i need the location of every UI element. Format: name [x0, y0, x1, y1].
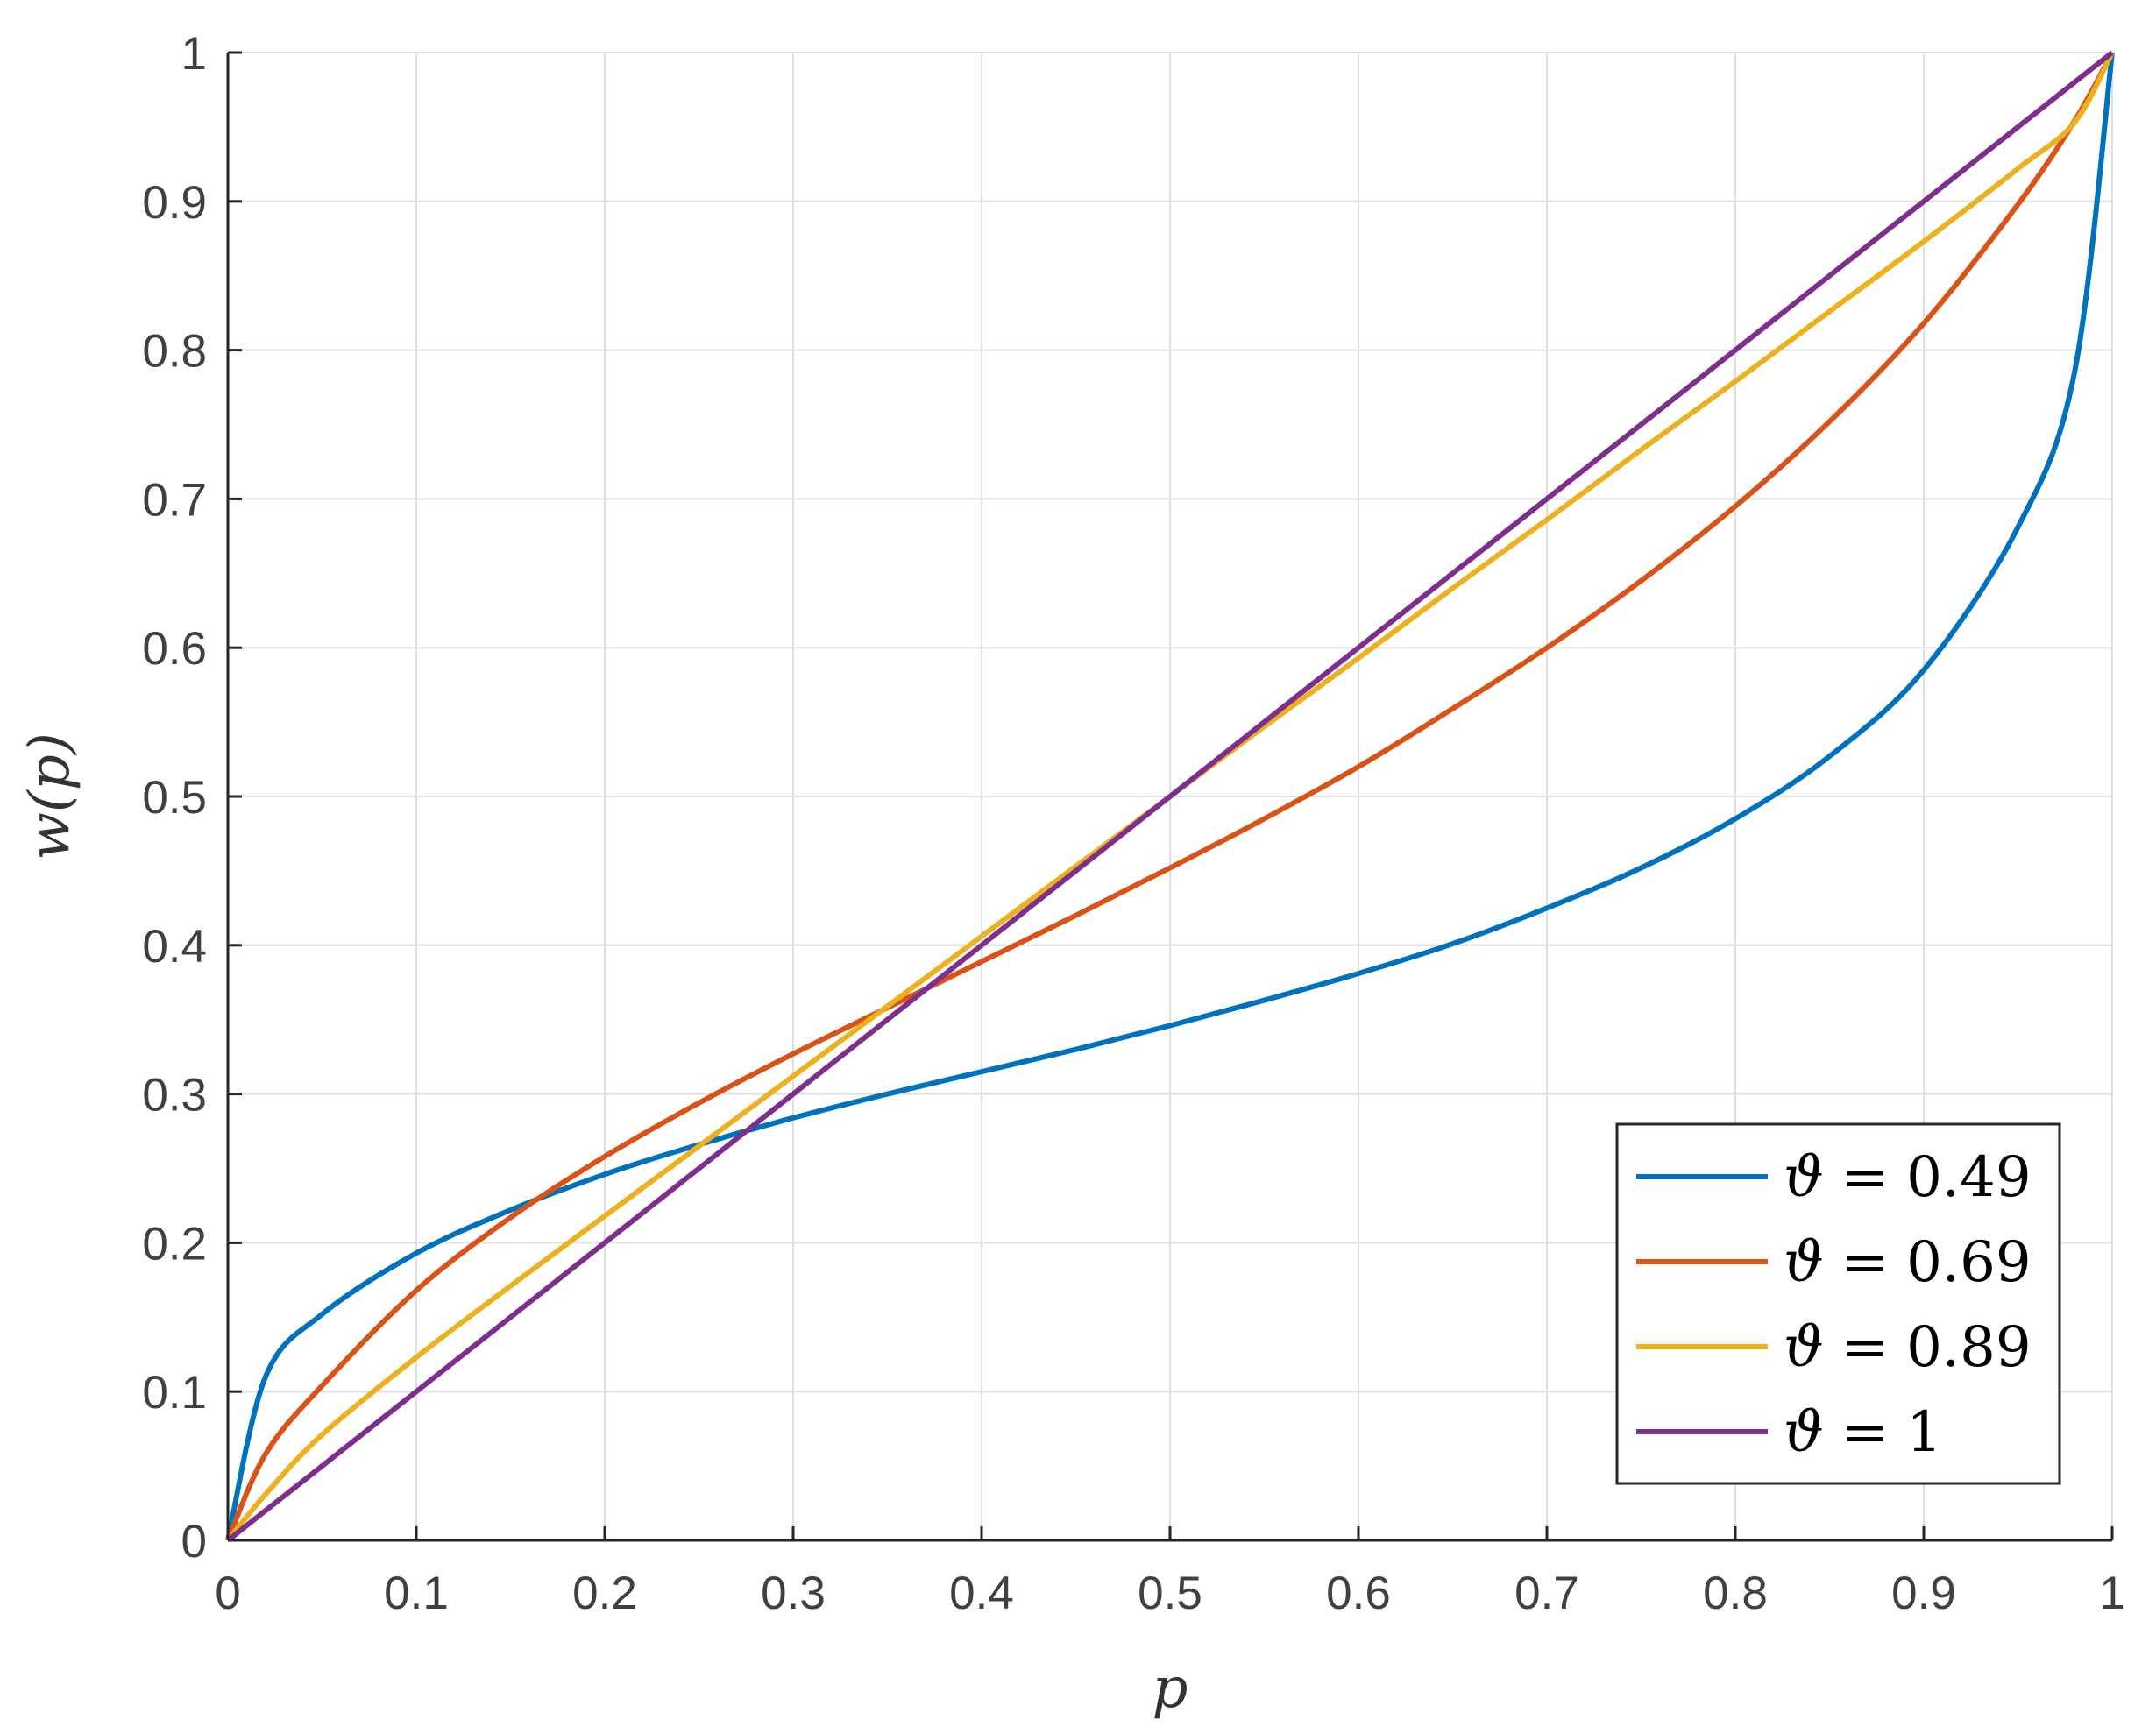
y-tick-label: 0.8: [142, 326, 207, 378]
legend-value: = 0.69: [1824, 1230, 2032, 1295]
legend-value: = 1: [1824, 1400, 1942, 1465]
legend-entry: ϑ = 0.49: [1636, 1145, 2032, 1210]
series-line-4: [226, 50, 2114, 1543]
y-tick-label: 0.3: [142, 1070, 207, 1122]
legend-entry: ϑ = 0.89: [1636, 1315, 2032, 1380]
axes: [226, 51, 2114, 1542]
series-lines: [225, 50, 2115, 1543]
legend-label: ϑ = 1: [1784, 1400, 1942, 1465]
y-axis-label: w(p): [18, 733, 82, 860]
series-line-1: [225, 52, 2115, 1541]
y-tick-label: 0.1: [142, 1367, 207, 1419]
x-tick-label: 0.7: [1514, 1568, 1579, 1619]
y-tick-label: 0.7: [142, 474, 207, 526]
series-line-2: [225, 51, 2115, 1542]
y-tick-label: 0.2: [142, 1218, 207, 1270]
legend-symbol: ϑ: [1784, 1230, 1824, 1295]
x-tick-label: 0.2: [572, 1568, 637, 1619]
legend-symbol: ϑ: [1784, 1315, 1824, 1380]
y-tick-label: 0.9: [142, 177, 207, 229]
tick-labels: 0 0.1 0.2 0.3 0.4 0.5 0.6 0.7 0.8 0.9 1 0 0.1 0.2 0.3 0…: [142, 28, 2124, 1619]
x-tick-label: 0.4: [949, 1568, 1014, 1619]
y-tick-label: 0.4: [142, 921, 207, 973]
y-tick-label: 0.6: [142, 623, 207, 675]
x-tick-label: 1: [2099, 1568, 2124, 1619]
legend-symbol: ϑ: [1784, 1400, 1824, 1465]
legend-entry: ϑ = 0.69: [1636, 1230, 2032, 1295]
legend-value: = 0.49: [1824, 1145, 2032, 1210]
legend-label: ϑ = 0.49: [1784, 1145, 2032, 1210]
legend: ϑ = 0.49ϑ = 0.69ϑ = 0.89ϑ = 1: [1615, 1122, 2061, 1485]
y-tick-label: 0.5: [142, 772, 207, 824]
y-tick-label: 0: [181, 1516, 207, 1568]
x-tick-label: 0.1: [384, 1568, 449, 1619]
legend-box: [1615, 1122, 2061, 1485]
legend-label: ϑ = 0.69: [1784, 1230, 2032, 1295]
x-tick-label: 0.6: [1326, 1568, 1391, 1619]
x-tick-label: 0.5: [1138, 1568, 1202, 1619]
legend-label: ϑ = 0.89: [1784, 1315, 2032, 1380]
x-tick-label: 0.9: [1891, 1568, 1956, 1619]
x-tick-label: 0: [215, 1568, 240, 1619]
x-tick-label: 0.3: [761, 1568, 826, 1619]
legend-symbol: ϑ: [1784, 1145, 1824, 1210]
x-tick-label: 0.8: [1703, 1568, 1768, 1619]
y-tick-label: 1: [181, 28, 207, 80]
legend-value: = 0.89: [1824, 1315, 2032, 1380]
legend-entry: ϑ = 1: [1636, 1400, 1942, 1465]
x-axis-label: p: [1152, 1656, 1188, 1721]
